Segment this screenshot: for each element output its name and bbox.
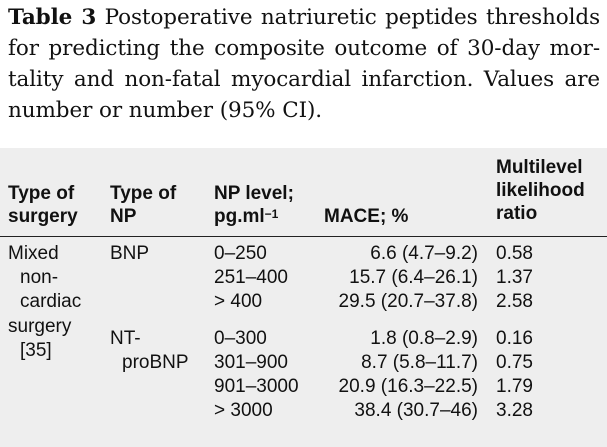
surgery-text-line: surgery: [8, 315, 72, 337]
mace-cell: 1.8 (0.8–2.9): [370, 327, 478, 349]
surgery-text-line: non-: [20, 267, 59, 289]
header-type-of-surgery: Type of surgery: [8, 183, 78, 227]
np-level-cell: > 400: [214, 291, 263, 313]
table-caption: Table 3 Postoperative natriuretic peptid…: [8, 2, 600, 126]
likelihood-ratio-cell: 2.58: [496, 291, 533, 313]
likelihood-ratio-cell: 3.28: [496, 400, 533, 422]
np-level-cell: 0–250: [214, 243, 267, 264]
np-type-line: proBNP: [122, 351, 189, 373]
likelihood-ratio-cell: 0.58: [496, 243, 533, 264]
likelihood-ratio-cell: 1.79: [496, 376, 533, 397]
likelihood-ratio-cell: 1.37: [496, 267, 533, 289]
header-np-level: NP level; pg.ml−1: [214, 183, 294, 227]
header-likelihood-ratio: Multilevel likelihood ratio: [496, 157, 585, 224]
data-table: Type of surgery Type of NP NP level; pg.…: [0, 148, 607, 447]
surgery-text-line: cardiac: [20, 291, 82, 313]
header-rule: [0, 236, 607, 237]
np-level-cell: 0–300: [214, 327, 267, 349]
np-type-line: BNP: [110, 243, 150, 264]
table-label: Table 3: [8, 5, 97, 30]
np-level-cell: > 3000: [214, 400, 273, 422]
surgery-text-line: [35]: [20, 339, 52, 361]
header-type-of-np: Type of NP: [110, 183, 177, 227]
np-level-cell: 301–900: [214, 351, 288, 373]
np-level-cell: 251–400: [214, 267, 288, 289]
header-mace: MACE; %: [324, 206, 409, 227]
np-level-cell: 901–3000: [214, 376, 299, 397]
likelihood-ratio-cell: 0.75: [496, 351, 533, 373]
mace-cell: 38.4 (30.7–46): [354, 400, 478, 422]
mace-cell: 6.6 (4.7–9.2): [370, 243, 478, 264]
caption-text: Postoperative natriuretic peptides thres…: [8, 5, 601, 123]
mace-cell: 20.9 (16.3–22.5): [338, 376, 478, 397]
surgery-text-line: Mixed: [8, 243, 59, 264]
mace-cell: 8.7 (5.8–11.7): [361, 351, 478, 373]
mace-cell: 15.7 (6.4–26.1): [349, 267, 478, 289]
mace-cell: 29.5 (20.7–37.8): [338, 291, 478, 313]
likelihood-ratio-cell: 0.16: [496, 327, 533, 349]
np-type-line: NT-: [110, 327, 141, 349]
